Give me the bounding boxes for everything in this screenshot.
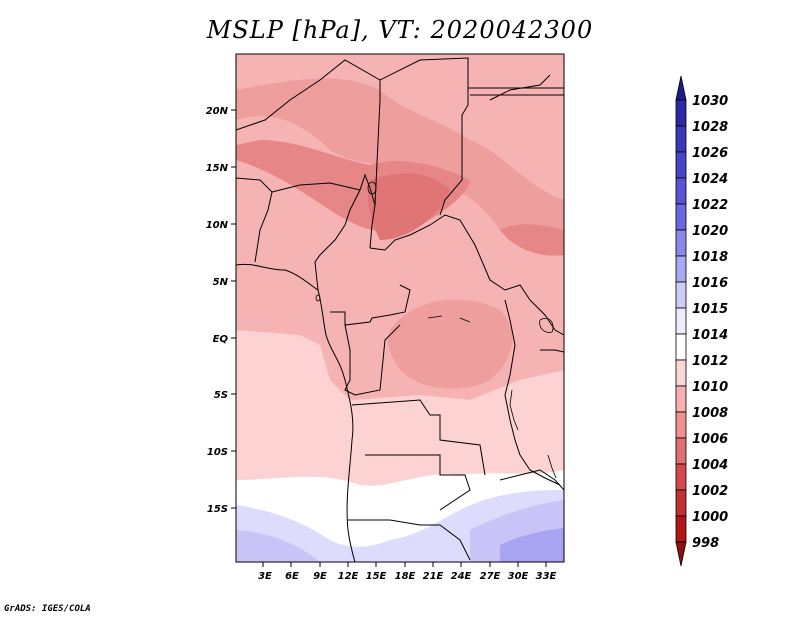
colorbar-label: 1020 — [692, 224, 728, 239]
colorbar-segment — [675, 281, 687, 309]
lake-victoria — [539, 317, 554, 333]
colorbar-label: 998 — [692, 536, 719, 551]
colorbar-top-arrow — [675, 75, 687, 101]
colorbar-segment — [675, 411, 687, 439]
colorbar-label: 1002 — [692, 484, 728, 499]
lon-label: 12E — [338, 571, 359, 582]
colorbar-label: 1006 — [692, 432, 728, 447]
colorbar-segment — [675, 437, 687, 465]
border-nigeria-cameroon — [314, 189, 361, 291]
colorbar-segment — [675, 489, 687, 517]
border-drc-angola — [351, 399, 486, 476]
lon-label: 33E — [536, 571, 557, 582]
lake-malawi — [547, 454, 557, 479]
colorbar-label: 1000 — [692, 510, 728, 525]
colorbar-label: 1024 — [692, 172, 728, 187]
lat-label: EQ — [213, 334, 229, 345]
lat-label: 10N — [206, 220, 229, 231]
lat-label: 10S — [207, 447, 228, 458]
border-uganda-kenya — [529, 299, 564, 336]
colorbar-segment — [675, 229, 687, 257]
lat-axis: 20N 15N 10N 5N EQ 5S 10S 15S — [206, 106, 236, 515]
lat-label: 5S — [214, 390, 228, 401]
colorbar-segment — [675, 463, 687, 491]
field-low-core-east — [500, 224, 564, 256]
field-low-core-center — [368, 173, 450, 240]
colorbar-label: 1012 — [692, 354, 728, 369]
colorbar-segment — [675, 203, 687, 231]
lake-chad — [367, 181, 377, 195]
mslp-field — [236, 54, 564, 562]
lon-label: 15E — [366, 571, 387, 582]
lon-label: 9E — [313, 571, 327, 582]
coastline-west — [236, 263, 356, 562]
lon-label: 6E — [285, 571, 299, 582]
boundaries — [236, 57, 564, 562]
colorbar-segment — [675, 333, 687, 361]
field-low-pale-west — [236, 330, 330, 390]
border-tanzania — [540, 349, 564, 353]
colorbar: 1030 1028 1026 1024 1022 1020 1018 1016 1015 1014… — [675, 75, 728, 567]
colorbar-segment — [675, 385, 687, 413]
lon-label: 24E — [451, 571, 472, 582]
colorbar-label: 1018 — [692, 250, 728, 265]
border-angola-zambia — [365, 454, 471, 511]
lat-label: 5N — [213, 277, 229, 288]
border-congo-gabon — [344, 324, 401, 396]
lakes — [315, 181, 557, 479]
map-frame — [235, 53, 565, 563]
field-low-congo — [388, 299, 513, 389]
colorbar-label: 1008 — [692, 406, 728, 421]
border-nigeria-niger — [271, 173, 376, 249]
colorbar-label: 1016 — [692, 276, 728, 291]
lon-label: 18E — [395, 571, 416, 582]
colorbar-segment — [675, 515, 687, 543]
lon-axis: 3E 6E 9E 12E 15E 18E 21E 24E 27E 30E 33E — [258, 562, 557, 582]
colorbar-label: 1010 — [692, 380, 728, 395]
border-rift — [504, 299, 521, 456]
credit-text: GrADS: IGES/COLA — [4, 604, 91, 614]
colorbar-segment — [675, 151, 687, 179]
colorbar-bottom-arrow — [675, 541, 687, 567]
border-west-africa — [236, 177, 273, 263]
lat-label: 20N — [206, 106, 229, 117]
colorbar-segment — [675, 125, 687, 153]
colorbar-segment — [675, 255, 687, 283]
border-botswana — [439, 524, 471, 561]
border-namibia — [348, 519, 440, 526]
lon-label: 21E — [423, 571, 444, 582]
colorbar-label: 1026 — [692, 146, 728, 161]
border-car — [369, 214, 531, 301]
colorbar-segment — [675, 359, 687, 387]
lon-label: 27E — [480, 571, 501, 582]
lat-label: 15N — [206, 163, 229, 174]
colorbar-label: 1014 — [692, 328, 728, 343]
field-high-sw — [236, 530, 320, 562]
colorbar-label: 1015 — [692, 302, 728, 317]
colorbar-label: 1028 — [692, 120, 728, 135]
colorbar-label: 1030 — [692, 94, 728, 109]
lat-label: 15S — [207, 504, 228, 515]
colorbar-segment — [675, 307, 687, 335]
border-moz — [499, 469, 564, 491]
colorbar-label: 1022 — [692, 198, 728, 213]
border-congo-north — [330, 284, 411, 326]
colorbar-segment — [675, 99, 687, 127]
colorbar-segment — [675, 177, 687, 205]
lake-volta-hint — [315, 294, 321, 302]
lon-label: 30E — [508, 571, 529, 582]
field-high-se-core — [500, 528, 564, 562]
border-niger-north — [236, 59, 381, 206]
border-malawi — [519, 454, 561, 486]
lon-label: 3E — [258, 571, 272, 582]
border-chad-libya — [379, 57, 469, 216]
colorbar-label: 1004 — [692, 458, 728, 473]
lake-tanganyika — [509, 389, 519, 431]
congo-river — [427, 315, 471, 323]
chart-title: MSLP [hPa], VT: 2020042300 — [206, 16, 594, 44]
